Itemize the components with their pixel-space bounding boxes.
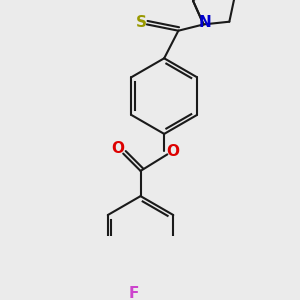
Text: O: O bbox=[111, 141, 124, 156]
Text: O: O bbox=[166, 144, 179, 159]
Text: N: N bbox=[199, 15, 211, 30]
Text: F: F bbox=[129, 286, 140, 300]
Text: S: S bbox=[136, 15, 147, 30]
